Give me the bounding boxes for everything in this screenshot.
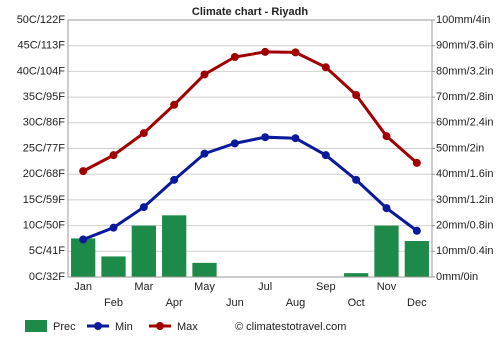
chart-title: Climate chart - Riyadh: [192, 6, 308, 18]
legend-swatch: [156, 322, 164, 330]
x-tick-label: Oct: [348, 297, 365, 309]
marker: [139, 129, 148, 138]
marker: [321, 151, 330, 160]
bar: [71, 238, 96, 277]
legend-swatch: [94, 322, 102, 330]
bar: [344, 273, 369, 277]
marker: [321, 63, 330, 72]
y2-tick-label: 60mm/2.4in: [436, 117, 493, 129]
y-tick-label: 10C/50F: [23, 220, 65, 232]
y-tick-label: 30C/86F: [23, 117, 65, 129]
marker: [412, 226, 421, 235]
marker: [261, 133, 270, 142]
y2-tick-label: 0mm/0in: [436, 271, 478, 283]
x-tick-label: Dec: [407, 297, 427, 309]
bar: [101, 256, 126, 277]
legend-label: Prec: [53, 321, 76, 333]
x-tick-label: Feb: [104, 297, 123, 309]
y-tick-label: 0C/32F: [29, 271, 65, 283]
y2-tick-label: 30mm/1.2in: [436, 194, 493, 206]
marker: [352, 175, 361, 184]
marker: [291, 48, 300, 57]
y-tick-label: 25C/77F: [23, 142, 65, 154]
marker: [261, 47, 270, 56]
x-tick-label: May: [194, 281, 215, 293]
marker: [291, 134, 300, 143]
x-tick-label: Sep: [316, 281, 336, 293]
marker: [230, 139, 239, 148]
line: [82, 50, 418, 173]
x-tick-label: Jun: [226, 297, 244, 309]
marker: [382, 132, 391, 141]
marker: [170, 100, 179, 109]
bar: [162, 215, 187, 277]
y-tick-label: 45C/113F: [18, 40, 66, 52]
marker: [109, 151, 118, 160]
y-tick-label: 35C/95F: [23, 91, 65, 103]
plot-frame: [67, 19, 433, 278]
marker: [352, 91, 361, 100]
bar: [404, 241, 429, 277]
y2-tick-label: 80mm/3.2in: [436, 65, 493, 77]
marker: [200, 149, 209, 158]
y-tick-label: 5C/41F: [29, 245, 65, 257]
legend-label: Min: [115, 321, 133, 333]
marker: [170, 175, 179, 184]
bar: [374, 225, 399, 277]
y2-tick-label: 10mm/0.4in: [436, 245, 493, 257]
marker: [382, 204, 391, 213]
marker: [79, 235, 88, 244]
y-tick-label: 20C/68F: [23, 168, 65, 180]
y-tick-label: 40C/104F: [17, 65, 66, 77]
y2-tick-label: 70mm/2.8in: [436, 91, 493, 103]
bar: [192, 262, 217, 277]
line: [82, 135, 418, 241]
x-tick-label: Nov: [377, 281, 397, 293]
y-tick-label: 50C/122F: [17, 14, 66, 26]
marker: [109, 223, 118, 232]
y2-tick-label: 40mm/1.6in: [436, 168, 493, 180]
bar: [131, 225, 156, 277]
x-tick-label: Mar: [134, 281, 153, 293]
marker: [412, 158, 421, 167]
y2-tick-label: 100mm/4in: [436, 14, 490, 26]
source: © climatestotravel.com: [235, 321, 346, 333]
y-tick-label: 15C/59F: [23, 194, 65, 206]
marker: [79, 167, 88, 176]
x-tick-label: Apr: [166, 297, 183, 309]
marker: [139, 203, 148, 212]
marker: [230, 53, 239, 62]
legend-label: Max: [177, 321, 198, 333]
y2-tick-label: 50mm/2in: [436, 142, 484, 154]
x-tick-label: Jul: [258, 281, 272, 293]
x-tick-label: Jan: [74, 281, 92, 293]
marker: [200, 70, 209, 79]
y2-tick-label: 90mm/3.6in: [436, 40, 493, 52]
x-tick-label: Aug: [286, 297, 306, 309]
y2-tick-label: 20mm/0.8in: [436, 220, 493, 232]
legend-swatch: [25, 320, 47, 332]
